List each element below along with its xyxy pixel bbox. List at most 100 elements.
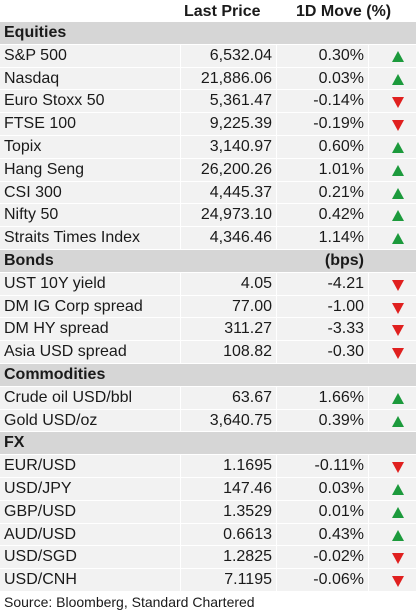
column-divider bbox=[368, 409, 369, 432]
last-price: 4,445.37 bbox=[209, 183, 272, 201]
table-row: Euro Stoxx 50 5,361.47 -0.14% bbox=[0, 90, 416, 114]
instrument-name: FTSE 100 bbox=[4, 115, 77, 133]
column-divider bbox=[368, 67, 369, 90]
arrow-up-icon bbox=[392, 50, 404, 62]
column-divider bbox=[276, 90, 277, 113]
column-divider bbox=[368, 44, 369, 67]
column-divider bbox=[368, 204, 369, 227]
section-unit: (bps) bbox=[324, 251, 364, 269]
column-divider bbox=[180, 158, 181, 181]
column-divider bbox=[368, 318, 369, 341]
arrow-down-icon bbox=[392, 302, 404, 314]
instrument-name: Nasdaq bbox=[4, 69, 60, 87]
column-divider bbox=[276, 67, 277, 90]
column-divider bbox=[180, 272, 181, 295]
column-divider bbox=[180, 204, 181, 227]
last-price: 21,886.06 bbox=[200, 69, 272, 87]
table-row: Hang Seng 26,200.26 1.01% bbox=[0, 158, 416, 182]
instrument-name: Topix bbox=[4, 137, 42, 155]
table-row: FTSE 100 9,225.39 -0.19% bbox=[0, 113, 416, 136]
arrow-down-icon bbox=[392, 462, 404, 474]
1d-move: 1.14% bbox=[318, 229, 364, 247]
column-divider bbox=[180, 295, 181, 318]
table-row: CSI 300 4,445.37 0.21% bbox=[0, 181, 416, 205]
instrument-name: Euro Stoxx 50 bbox=[4, 92, 105, 110]
section-title: Equities bbox=[4, 24, 67, 41]
table-row: DM HY spread 311.27 -3.33 bbox=[0, 318, 416, 342]
column-divider bbox=[276, 158, 277, 181]
column-divider bbox=[276, 523, 277, 546]
table-row: Topix 3,140.97 0.60% bbox=[0, 135, 416, 159]
1d-move: -0.06% bbox=[313, 571, 364, 589]
last-price: 147.46 bbox=[223, 479, 272, 497]
table-row: Straits Times Index 4,346.46 1.14% bbox=[0, 227, 416, 250]
column-divider bbox=[276, 204, 277, 227]
table-body: Equities S&P 500 6,532.04 0.30% Nasdaq 21,886… bbox=[0, 22, 416, 592]
column-divider bbox=[276, 181, 277, 204]
1d-move: -0.11% bbox=[314, 457, 364, 475]
section-title: Bonds bbox=[4, 251, 54, 269]
column-divider bbox=[276, 409, 277, 432]
column-divider bbox=[180, 341, 181, 363]
arrow-up-icon bbox=[392, 415, 404, 427]
table-row: Asia USD spread 108.82 -0.30 bbox=[0, 341, 416, 364]
column-divider bbox=[368, 455, 369, 477]
instrument-name: Straits Times Index bbox=[4, 229, 141, 247]
column-divider bbox=[276, 386, 277, 409]
column-divider bbox=[180, 318, 181, 341]
col-header-1d-move: 1D Move (%) bbox=[296, 3, 392, 20]
column-divider bbox=[180, 67, 181, 90]
column-divider bbox=[276, 272, 277, 295]
1d-move: -0.19% bbox=[313, 115, 364, 133]
column-divider bbox=[368, 135, 369, 158]
last-price: 77.00 bbox=[231, 297, 272, 315]
last-price: 24,973.10 bbox=[200, 206, 272, 224]
column-divider bbox=[368, 113, 369, 135]
column-divider bbox=[180, 386, 181, 409]
1d-move: 0.03% bbox=[318, 479, 364, 497]
1d-move: 0.03% bbox=[318, 69, 364, 87]
instrument-name: Crude oil USD/bbl bbox=[4, 388, 133, 406]
column-divider bbox=[180, 113, 181, 135]
instrument-name: Gold USD/oz bbox=[4, 411, 98, 429]
column-divider bbox=[276, 318, 277, 341]
column-divider bbox=[276, 295, 277, 318]
last-price: 3,140.97 bbox=[209, 137, 272, 155]
section-header-equities: Equities bbox=[0, 22, 416, 45]
instrument-name: GBP/USD bbox=[4, 502, 77, 520]
column-divider bbox=[180, 500, 181, 523]
1d-move: 0.01% bbox=[318, 502, 364, 520]
column-divider bbox=[276, 113, 277, 135]
table-row: S&P 500 6,532.04 0.30% bbox=[0, 44, 416, 68]
column-divider bbox=[368, 523, 369, 546]
1d-move: -3.33 bbox=[327, 320, 364, 338]
table-row: DM IG Corp spread 77.00 -1.00 bbox=[0, 295, 416, 319]
table-header: Last Price 1D Move (%) bbox=[0, 0, 416, 22]
arrow-up-icon bbox=[392, 141, 404, 153]
instrument-name: Hang Seng bbox=[4, 160, 85, 178]
column-divider bbox=[276, 227, 277, 249]
section-header-commodities: Commodities bbox=[0, 363, 416, 387]
instrument-name: AUD/USD bbox=[4, 525, 77, 543]
table-row: Crude oil USD/bbl 63.67 1.66% bbox=[0, 386, 416, 410]
column-divider bbox=[276, 44, 277, 67]
last-price: 311.27 bbox=[224, 320, 272, 338]
1d-move: -4.21 bbox=[327, 274, 364, 292]
section-title: FX bbox=[4, 434, 25, 452]
arrow-up-icon bbox=[392, 73, 404, 85]
1d-move: -0.30 bbox=[327, 343, 364, 361]
col-header-last-price: Last Price bbox=[184, 3, 261, 20]
column-divider bbox=[276, 569, 277, 591]
column-divider bbox=[180, 44, 181, 67]
section-header-bonds: Bonds (bps) bbox=[0, 249, 416, 273]
1d-move: 0.42% bbox=[318, 206, 364, 224]
instrument-name: Nifty 50 bbox=[4, 206, 59, 224]
column-divider bbox=[368, 477, 369, 500]
instrument-name: S&P 500 bbox=[4, 46, 67, 64]
column-divider bbox=[180, 569, 181, 591]
1d-move: 0.43% bbox=[318, 525, 364, 543]
table-row: Gold USD/oz 3,640.75 0.39% bbox=[0, 409, 416, 433]
column-divider bbox=[368, 272, 369, 295]
instrument-name: CSI 300 bbox=[4, 183, 62, 201]
column-divider bbox=[180, 227, 181, 249]
